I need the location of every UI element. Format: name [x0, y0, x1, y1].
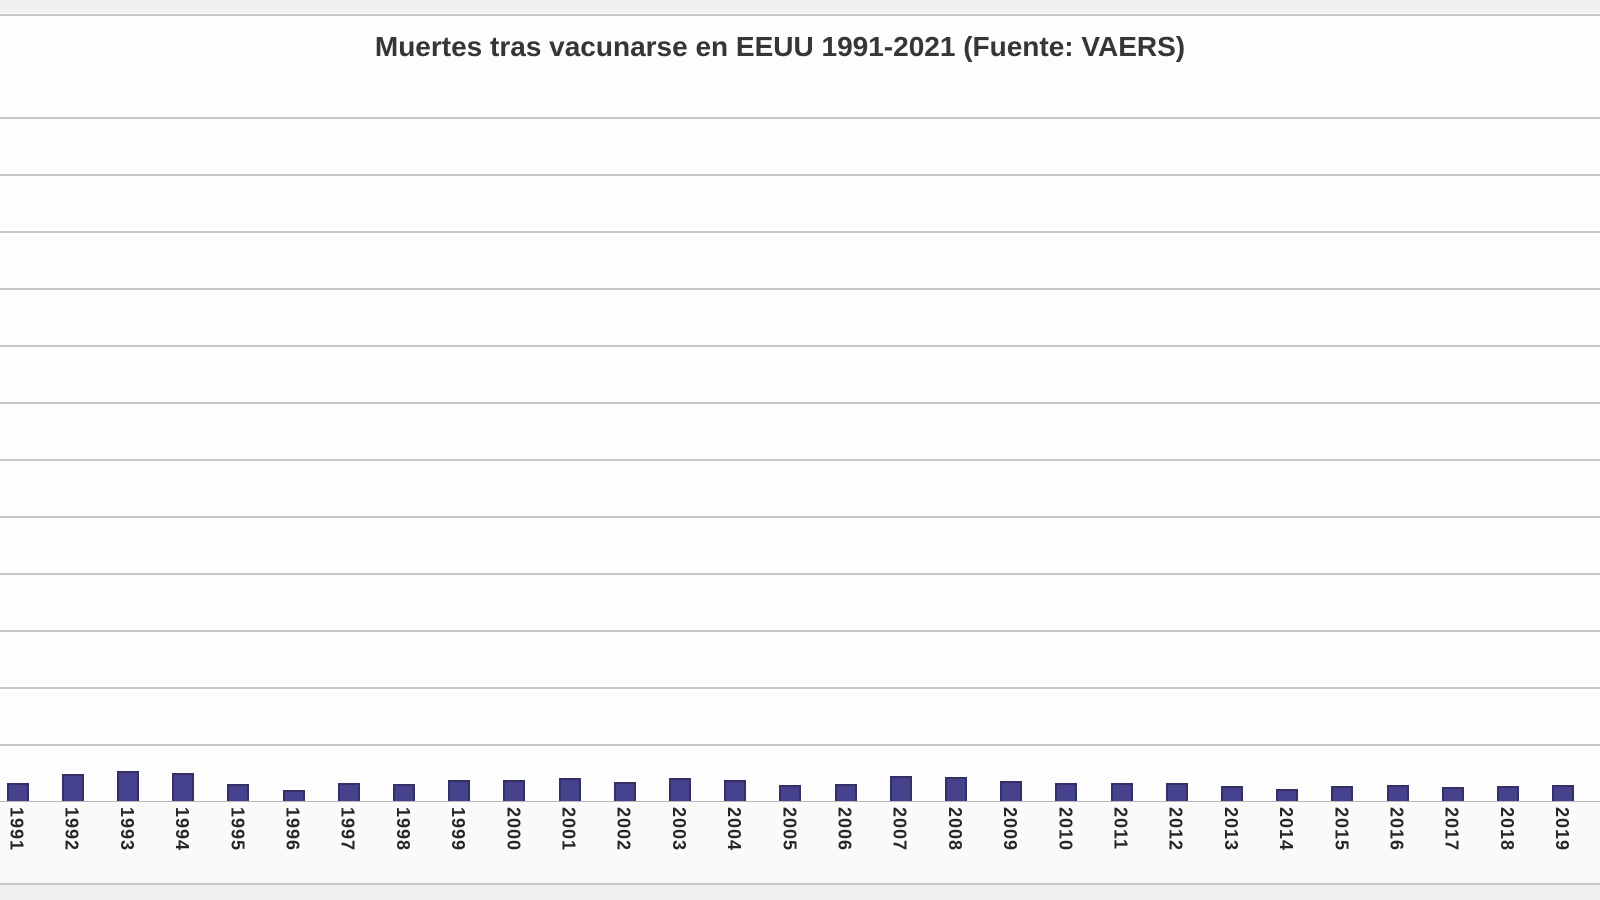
bar-2015 [1331, 786, 1354, 801]
bar-1994 [172, 773, 195, 801]
bar-2006 [834, 784, 857, 801]
bottom-margin-strip [0, 885, 1600, 900]
x-tick-label-2006: 2006 [834, 807, 855, 852]
x-tick-label-2014: 2014 [1276, 807, 1297, 852]
x-tick-label-1991: 1991 [6, 807, 27, 852]
bar-2012 [1165, 783, 1188, 801]
bar-2016 [1386, 785, 1409, 801]
gridline [0, 402, 1600, 404]
bar-2004 [724, 780, 747, 801]
x-tick-label-2008: 2008 [944, 807, 965, 852]
gridline [0, 288, 1600, 290]
gridline [0, 345, 1600, 347]
bar-1998 [392, 784, 415, 801]
gridline [0, 744, 1600, 746]
bottom-border-line [0, 883, 1600, 885]
bar-1995 [227, 784, 250, 801]
bar-2002 [613, 782, 636, 801]
gridline [0, 687, 1600, 689]
x-tick-label-2005: 2005 [779, 807, 800, 852]
bar-2017 [1441, 787, 1464, 801]
bar-1992 [61, 774, 84, 801]
x-tick-label-2007: 2007 [889, 807, 910, 852]
x-tick-label-1993: 1993 [116, 807, 137, 852]
bar-2001 [558, 778, 581, 801]
x-tick-label-1995: 1995 [227, 807, 248, 852]
bar-2007 [889, 776, 912, 801]
gridline [0, 516, 1600, 518]
bar-1993 [116, 771, 139, 801]
bar-2008 [944, 777, 967, 801]
x-tick-label-2012: 2012 [1165, 807, 1186, 852]
x-tick-label-1994: 1994 [172, 807, 193, 852]
bar-2010 [1055, 783, 1078, 801]
x-tick-label-1992: 1992 [61, 807, 82, 852]
x-tick-label-2004: 2004 [724, 807, 745, 852]
x-tick-label-2013: 2013 [1220, 807, 1241, 852]
bar-1997 [337, 783, 360, 801]
x-tick-label-2016: 2016 [1386, 807, 1407, 852]
bar-2000 [503, 780, 526, 801]
x-axis-label-band [0, 802, 1600, 883]
x-tick-label-2003: 2003 [668, 807, 689, 852]
bar-1996 [282, 790, 305, 801]
gridline [0, 14, 1600, 16]
bar-2018 [1496, 786, 1519, 801]
bar-2003 [668, 778, 691, 801]
x-tick-label-2002: 2002 [613, 807, 634, 852]
gridline [0, 630, 1600, 632]
bar-2013 [1220, 786, 1243, 801]
gridline [0, 117, 1600, 119]
x-tick-label-1997: 1997 [337, 807, 358, 852]
chart-title: Muertes tras vacunarse en EEUU 1991-2021… [374, 31, 1186, 62]
gridline [0, 573, 1600, 575]
x-tick-label-2018: 2018 [1496, 807, 1517, 852]
x-tick-label-2009: 2009 [1000, 807, 1021, 852]
x-tick-label-2001: 2001 [558, 807, 579, 852]
x-tick-label-2010: 2010 [1055, 807, 1076, 852]
bar-1999 [448, 780, 471, 801]
x-tick-label-1996: 1996 [282, 807, 303, 852]
bar-1991 [6, 783, 29, 801]
x-tick-label-2017: 2017 [1441, 807, 1462, 852]
x-tick-label-2015: 2015 [1331, 807, 1352, 852]
bar-2005 [779, 785, 802, 801]
gridline [0, 231, 1600, 233]
x-tick-label-2011: 2011 [1110, 807, 1131, 851]
bar-2009 [1000, 781, 1023, 801]
gridline [0, 174, 1600, 176]
bar-2019 [1552, 785, 1575, 801]
x-tick-label-1998: 1998 [392, 807, 413, 852]
top-margin-strip [0, 0, 1600, 13]
bar-2014 [1276, 789, 1299, 801]
gridline [0, 459, 1600, 461]
bar-2011 [1110, 783, 1133, 801]
x-tick-label-2019: 2019 [1552, 807, 1573, 852]
x-tick-label-2000: 2000 [503, 807, 524, 852]
x-tick-label-1999: 1999 [448, 807, 469, 852]
